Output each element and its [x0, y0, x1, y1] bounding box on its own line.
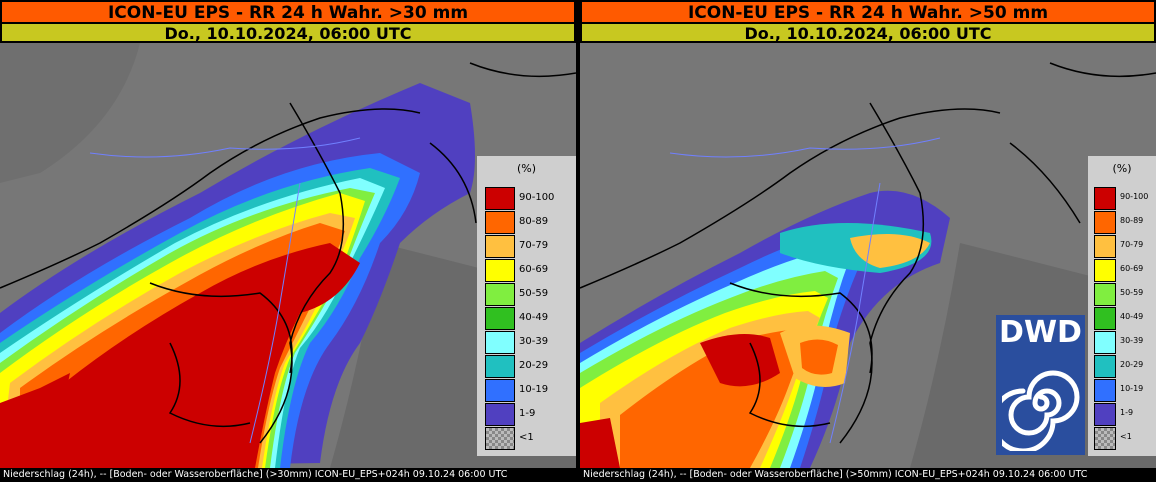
legend-row: 60-69	[1094, 259, 1156, 282]
legend-row: 1-9	[485, 403, 573, 426]
legend-row: 40-49	[1094, 307, 1156, 330]
legend-swatch	[1094, 187, 1116, 210]
legend-label: 40-49	[519, 312, 549, 323]
legend-label: <1	[519, 432, 534, 443]
legend-row: 90-100	[485, 187, 573, 210]
dwd-logo: DWD	[996, 315, 1085, 455]
legend-label: 60-69	[1120, 264, 1144, 273]
legend-swatch	[1094, 235, 1116, 258]
legend-swatch	[485, 355, 515, 378]
legend-label: 30-39	[1120, 336, 1144, 345]
legend-row: 70-79	[1094, 235, 1156, 258]
legend-row: 50-59	[1094, 283, 1156, 306]
legend-row: 80-89	[485, 211, 573, 234]
legend-swatch	[485, 427, 515, 450]
legend-label: 60-69	[519, 264, 549, 275]
legend-row: 90-100	[1094, 187, 1156, 210]
panel-divider	[576, 0, 580, 482]
legend-label: 10-19	[1120, 384, 1144, 393]
legend-unit: (%)	[516, 162, 537, 175]
legend-label: 40-49	[1120, 312, 1144, 321]
legend-swatch	[485, 403, 515, 426]
legend-swatch	[1094, 331, 1116, 354]
legend-label: 90-100	[519, 192, 555, 203]
legend-swatch	[1094, 379, 1116, 402]
legend-row: <1	[1094, 427, 1156, 450]
legend-label: 80-89	[1120, 216, 1144, 225]
legend-swatch	[485, 307, 515, 330]
legend-label: 1-9	[519, 408, 536, 419]
legend-row: 20-29	[1094, 355, 1156, 378]
legend-row: 60-69	[485, 259, 573, 282]
legend-row: 10-19	[1094, 379, 1156, 402]
legend-label: 50-59	[519, 288, 549, 299]
legend-row: 50-59	[485, 283, 573, 306]
legend-swatch	[485, 379, 515, 402]
legend-label: 70-79	[519, 240, 549, 251]
legend-swatch	[1094, 307, 1116, 330]
legend-label: 10-19	[519, 384, 549, 395]
map-panel-50mm: ICON-EU EPS - RR 24 h Wahr. >50 mm Do., …	[580, 0, 1156, 482]
legend-swatch	[1094, 211, 1116, 234]
map-date: Do., 10.10.2024, 06:00 UTC	[0, 22, 576, 43]
map-panel-30mm: ICON-EU EPS - RR 24 h Wahr. >30 mm Do., …	[0, 0, 576, 482]
legend-label: 1-9	[1120, 408, 1134, 417]
legend-label: 20-29	[519, 360, 549, 371]
legend-swatch	[485, 211, 515, 234]
map-footer: Niederschlag (24h), -- [Boden- oder Wass…	[0, 468, 576, 482]
legend-swatch	[485, 331, 515, 354]
legend-row: 1-9	[1094, 403, 1156, 426]
legend-unit: (%)	[1112, 162, 1132, 175]
legend-swatch	[1094, 283, 1116, 306]
legend-row: 40-49	[485, 307, 573, 330]
legend-swatch	[1094, 403, 1116, 426]
legend-label: 20-29	[1120, 360, 1144, 369]
map-footer: Niederschlag (24h), -- [Boden- oder Wass…	[580, 468, 1156, 482]
legend-swatch	[1094, 355, 1116, 378]
dwd-logo-text: DWD	[999, 315, 1082, 350]
legend-row: 20-29	[485, 355, 573, 378]
legend-row: 30-39	[1094, 331, 1156, 354]
legend-row: <1	[485, 427, 573, 450]
legend-30mm: (%) 90-100 80-89 70-79 60-69 50-59 40-49…	[477, 156, 576, 456]
legend-label: 90-100	[1120, 192, 1149, 201]
legend-label: 80-89	[519, 216, 549, 227]
legend-50mm: (%) 90-100 80-89 70-79 60-69 50-59 40-49…	[1088, 156, 1156, 456]
legend-label: <1	[1120, 432, 1132, 441]
legend-row: 70-79	[485, 235, 573, 258]
map-date: Do., 10.10.2024, 06:00 UTC	[580, 22, 1156, 43]
legend-swatch	[485, 235, 515, 258]
legend-label: 30-39	[519, 336, 549, 347]
map-title: ICON-EU EPS - RR 24 h Wahr. >50 mm	[580, 0, 1156, 23]
legend-label: 70-79	[1120, 240, 1144, 249]
legend-row: 80-89	[1094, 211, 1156, 234]
map-title: ICON-EU EPS - RR 24 h Wahr. >30 mm	[0, 0, 576, 23]
legend-swatch	[485, 187, 515, 210]
legend-swatch	[1094, 427, 1116, 450]
legend-swatch	[485, 259, 515, 282]
legend-swatch	[1094, 259, 1116, 282]
legend-row: 10-19	[485, 379, 573, 402]
legend-swatch	[485, 283, 515, 306]
spiral-icon	[1002, 370, 1080, 451]
probability-map-30mm	[0, 43, 576, 468]
legend-label: 50-59	[1120, 288, 1144, 297]
legend-row: 30-39	[485, 331, 573, 354]
